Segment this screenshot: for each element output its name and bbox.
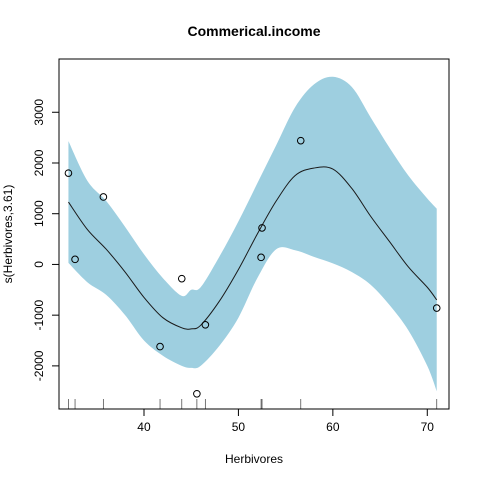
data-point <box>432 304 441 312</box>
smooth-fit-line <box>68 166 438 330</box>
x-axis-label: Herbivores <box>225 452 283 466</box>
y-tick-label: 1000 <box>32 200 46 227</box>
chart-title: Commerical.income <box>187 23 320 39</box>
x-tick-label: 70 <box>421 420 435 434</box>
y-axis-label: s(Herbivores,3.61) <box>1 185 15 284</box>
x-axis: 40 50 60 70 <box>137 408 435 434</box>
y-axis: -2000 -1000 0 1000 2000 3000 <box>32 99 60 381</box>
confidence-band-layer <box>68 76 437 392</box>
x-tick-label: 50 <box>232 420 246 434</box>
data-point <box>177 274 186 283</box>
data-point <box>258 224 266 232</box>
y-tick-label: -1000 <box>32 299 46 330</box>
data-point <box>156 342 164 351</box>
y-tick-label: 3000 <box>32 99 46 126</box>
x-tick-label: 60 <box>326 420 340 434</box>
data-point <box>193 389 201 398</box>
data-point <box>201 320 210 329</box>
data-point <box>257 253 265 262</box>
y-tick-label: 0 <box>32 261 46 268</box>
data-point <box>296 136 305 145</box>
y-tick-label: 2000 <box>32 149 46 176</box>
confidence-band <box>68 76 437 392</box>
data-point <box>71 255 79 264</box>
data-point-layer <box>64 136 441 398</box>
smooth-line-layer <box>68 166 438 330</box>
rug-layer <box>68 399 438 409</box>
data-point <box>99 193 108 201</box>
y-tick-label: -2000 <box>32 350 46 381</box>
x-tick-label: 40 <box>137 420 151 434</box>
data-point <box>64 169 73 177</box>
